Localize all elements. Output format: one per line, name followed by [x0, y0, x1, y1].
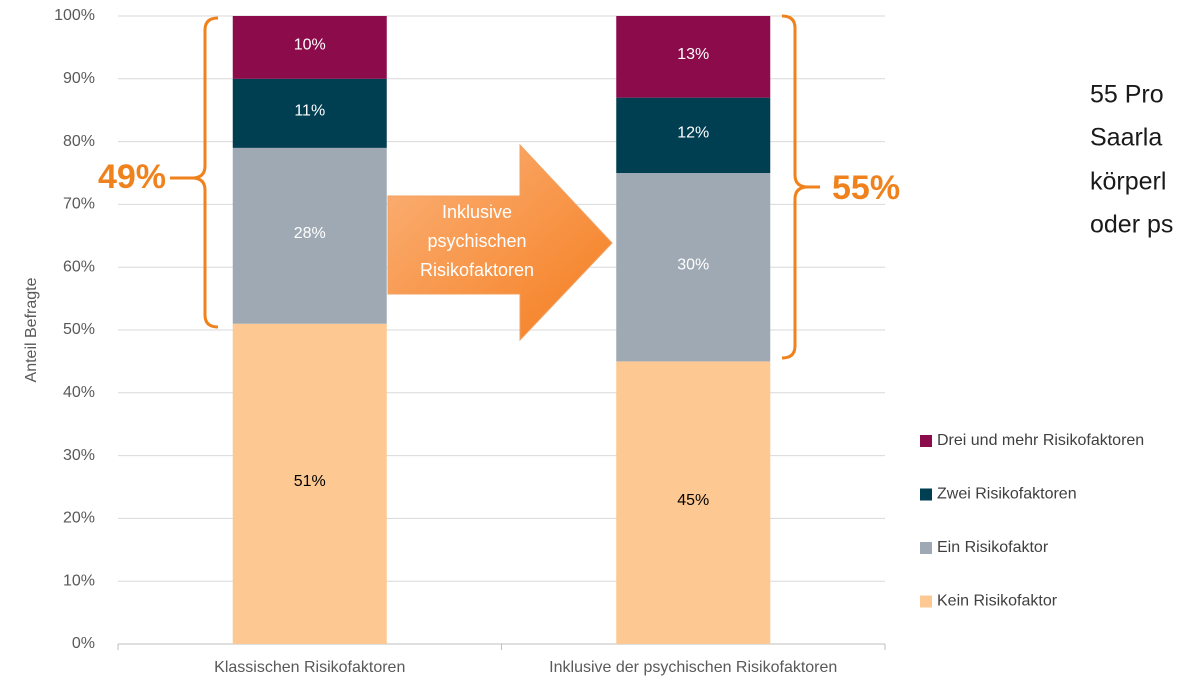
legend-swatch	[920, 542, 932, 554]
legend-swatch	[920, 595, 932, 608]
arrow-text: psychischen	[427, 231, 526, 251]
legend-label: Ein Risikofaktor	[937, 539, 1049, 556]
y-tick-label: 100%	[54, 7, 95, 24]
bar-segment	[616, 361, 771, 644]
data-label: 45%	[677, 492, 709, 509]
legend-swatch	[920, 435, 932, 447]
bar-segment	[232, 147, 387, 324]
bar-segment	[616, 16, 771, 98]
legend-swatch	[920, 488, 932, 501]
y-tick-label: 90%	[63, 70, 95, 87]
data-label: 51%	[294, 473, 326, 490]
bar-segment	[616, 97, 771, 173]
bracket	[781, 14, 820, 360]
side-text: körperl	[1090, 168, 1166, 196]
data-label: 30%	[677, 256, 709, 273]
legend-label: Drei und mehr Risikofaktoren	[937, 432, 1144, 449]
y-tick-label: 0%	[72, 635, 95, 652]
y-tick-label: 10%	[63, 572, 95, 589]
y-tick-label: 80%	[63, 133, 95, 150]
data-label: 28%	[294, 225, 326, 242]
y-tick-label: 40%	[63, 384, 95, 401]
data-label: 12%	[677, 125, 709, 142]
bars: Klassischen Risikofaktoren 51% 28% 11% 10% In…	[214, 16, 837, 676]
y-tick-label: 30%	[63, 447, 95, 464]
legend-label: Kein Risikofaktor	[937, 593, 1058, 610]
y-tick-label: 70%	[63, 196, 95, 213]
bar-segment	[232, 16, 387, 79]
data-label: 13%	[677, 46, 709, 63]
legend-label: Zwei Risikofaktoren	[937, 486, 1077, 503]
side-text: 55 Pro	[1090, 81, 1164, 109]
bar-segment	[232, 78, 387, 148]
data-label: 10%	[294, 37, 326, 54]
data-label: 11%	[294, 103, 325, 120]
y-tick-label: 50%	[63, 321, 95, 338]
y-axis-label: Anteil Befragte	[23, 277, 40, 382]
annotation: 49%	[98, 158, 166, 196]
arrow-text: Risikofaktoren	[420, 260, 534, 280]
bar-segment	[232, 323, 387, 644]
annotation: 55%	[832, 169, 900, 207]
bar-segment	[616, 173, 771, 362]
x-tick-label: Klassischen Risikofaktoren	[214, 659, 405, 676]
arrow-text: Inklusive	[442, 202, 512, 222]
y-tick-label: 20%	[63, 510, 95, 527]
y-tick-label: 60%	[63, 258, 95, 275]
side-text: oder ps	[1090, 211, 1173, 239]
x-tick-label: Inklusive der psychischen Risikofaktoren	[549, 659, 837, 676]
arrow	[387, 143, 613, 342]
side-text: Saarla	[1090, 124, 1162, 152]
bracket	[170, 16, 219, 329]
